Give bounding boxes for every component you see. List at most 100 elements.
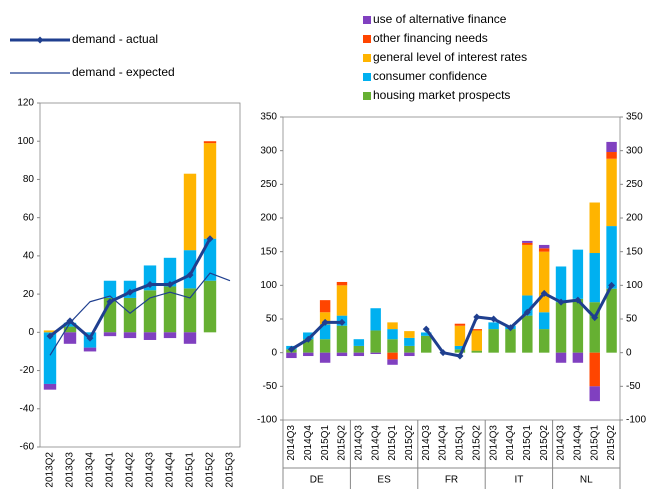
bar-segment — [589, 386, 600, 402]
y2-tick-label: 200 — [626, 213, 643, 224]
bar-segment — [183, 332, 197, 344]
x-tick-label: 2014Q3 — [286, 425, 297, 461]
x-tick-label: 2015Q1 — [387, 425, 398, 461]
group-label: FR — [445, 475, 458, 486]
bar-segment — [43, 330, 57, 333]
bar-segment — [319, 300, 331, 313]
bar-segment — [319, 324, 331, 340]
y-tick-label: 20 — [23, 289, 35, 300]
bar-segment — [336, 281, 348, 286]
y-tick-label: 350 — [260, 112, 277, 123]
legend-swatch — [363, 92, 371, 100]
bar-segment — [522, 295, 533, 316]
line — [49, 272, 231, 356]
bar-segment — [183, 250, 197, 289]
line-marker — [591, 314, 599, 322]
legend-swatch — [363, 16, 371, 24]
y2-tick-label: -100 — [626, 415, 646, 426]
bar-segment — [404, 337, 415, 346]
bar-segment — [183, 173, 197, 251]
plot-frame — [39, 102, 241, 448]
legend-swatch — [363, 35, 371, 43]
line-marker — [106, 298, 114, 306]
legend-label: general level of interest rates — [373, 50, 527, 64]
line-marker — [206, 235, 214, 243]
y-tick-label: -50 — [263, 381, 278, 392]
bar-segment — [123, 297, 137, 333]
bar-segment — [163, 257, 177, 287]
bar-segment — [63, 322, 77, 327]
x-tick-label: 2015Q2 — [471, 425, 482, 461]
bar-segment — [522, 244, 533, 296]
bar-segment — [488, 322, 499, 330]
bar-segment — [421, 332, 432, 336]
legend-label: demand - actual — [72, 32, 158, 46]
x-tick-label: 2014Q4 — [370, 425, 381, 461]
bar-segment — [387, 359, 398, 365]
bar-segment — [488, 329, 499, 353]
bar-segment — [538, 248, 550, 252]
bar-segment — [505, 329, 516, 353]
line-marker — [321, 318, 329, 326]
bar-segment — [555, 352, 567, 363]
bar-segment — [387, 339, 398, 353]
legend-swatch — [363, 54, 371, 62]
y-tick-label: 250 — [260, 179, 277, 190]
y-tick-label: -100 — [257, 415, 277, 426]
bar-segment — [589, 253, 600, 303]
bar-segment — [353, 345, 365, 353]
bar-segment — [286, 352, 297, 359]
x-tick-label: 2015Q2 — [404, 425, 415, 461]
bar-segment — [522, 315, 533, 353]
y-tick-label: 60 — [23, 212, 35, 223]
line-marker — [456, 352, 464, 360]
bar-segment — [404, 352, 415, 357]
bar-segment — [43, 383, 57, 390]
legend-marker — [36, 36, 44, 44]
bar-segment — [454, 325, 466, 346]
legend-label: demand - expected — [72, 65, 175, 79]
bar-segment — [421, 335, 432, 353]
line-marker — [608, 281, 616, 289]
y-tick-label: 40 — [23, 251, 35, 262]
y-tick-label: 0 — [271, 347, 277, 358]
line-marker — [540, 289, 548, 297]
y-tick-label: 100 — [260, 280, 277, 291]
y-tick-label: 100 — [17, 136, 34, 147]
y-tick-label: 0 — [28, 327, 34, 338]
x-tick-label: 2015Q2 — [337, 425, 348, 461]
x-tick-label: 2015Q1 — [522, 425, 533, 461]
bar-segment — [43, 332, 57, 384]
bar-segment — [471, 329, 482, 331]
bar-segment — [103, 332, 117, 337]
line-marker — [86, 334, 94, 342]
bar-segment — [63, 326, 77, 333]
bar-segment — [572, 352, 584, 363]
x-tick-label: 2014Q2 — [125, 452, 136, 488]
bar-segment — [203, 143, 217, 239]
bar-segment — [163, 332, 177, 339]
y2-tick-label: 300 — [626, 145, 643, 156]
bar-segment — [183, 288, 197, 333]
line-marker — [66, 317, 74, 325]
line-marker — [439, 349, 447, 357]
group-label: DE — [310, 475, 324, 486]
bar-segment — [538, 312, 550, 330]
legend-label: use of alternative finance — [373, 12, 507, 26]
bar-segment — [555, 266, 567, 303]
bar-segment — [319, 352, 331, 363]
y2-tick-label: 0 — [626, 347, 632, 358]
x-tick-label: 2014Q4 — [165, 452, 176, 488]
bar-segment — [454, 323, 466, 326]
bar-segment — [103, 280, 117, 298]
y-tick-label: 200 — [260, 213, 277, 224]
bar-segment — [123, 332, 137, 339]
y2-tick-label: 350 — [626, 112, 643, 123]
y-tick-label: -20 — [20, 365, 35, 376]
bar-segment — [387, 322, 398, 330]
y2-tick-label: -50 — [626, 381, 641, 392]
x-tick-label: 2015Q1 — [455, 425, 466, 461]
x-tick-label: 2014Q1 — [105, 452, 116, 488]
x-tick-label: 2014Q4 — [438, 425, 449, 461]
